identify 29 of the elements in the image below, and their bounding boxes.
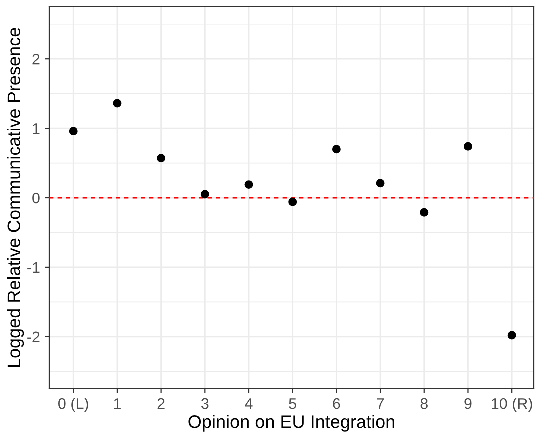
point (113, 99, 122, 108)
point (376, 179, 385, 188)
point (157, 154, 166, 163)
x-tick-label: 5 (289, 398, 296, 410)
x-axis-title: Opinion on EU Integration (188, 415, 394, 432)
x-tick-label: 2 (158, 398, 165, 410)
x-tick-label: 3 (201, 398, 209, 410)
x-tick-label: 4 (245, 398, 253, 410)
y-axis-title: Logged Relative Communicative Presence (7, 28, 24, 368)
point (464, 142, 472, 151)
y-tick-label: 0 (32, 192, 40, 204)
x-tick-label: 8 (420, 398, 428, 410)
point (69, 127, 78, 136)
x-tick-label: 10 (R) (492, 398, 532, 412)
point (244, 180, 254, 190)
point (200, 190, 210, 199)
x-tick-label: 6 (333, 398, 340, 410)
point (508, 331, 516, 340)
y-tick-label: -2 (28, 332, 40, 342)
y-tick-label: 2 (32, 54, 40, 65)
point (288, 198, 298, 206)
x-tick-label: 1 (114, 398, 121, 410)
point (420, 208, 429, 217)
y-tick-label: 1 (33, 124, 40, 134)
point (332, 145, 341, 154)
y-tick-label: -1 (28, 262, 40, 273)
x-tick-label: 7 (377, 398, 384, 410)
x-tick-label: 0 (L) (58, 398, 88, 412)
x-tick-label: 9 (464, 398, 472, 410)
